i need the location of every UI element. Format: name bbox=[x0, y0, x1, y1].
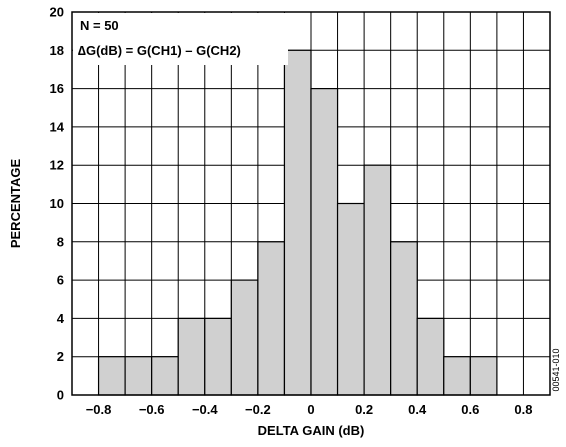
x-tick-label: 0.6 bbox=[461, 402, 479, 417]
x-tick-label: −0.4 bbox=[192, 402, 218, 417]
y-tick-label: 16 bbox=[50, 81, 64, 96]
y-tick-label: 0 bbox=[57, 388, 64, 403]
histogram-bar bbox=[257, 241, 286, 396]
y-tick-label: 12 bbox=[50, 158, 64, 173]
histogram-bar bbox=[177, 317, 206, 396]
figure-id-label: 00541-010 bbox=[551, 348, 561, 391]
histogram-bar bbox=[283, 49, 312, 396]
x-tick-label: −0.8 bbox=[86, 402, 112, 417]
x-tick-label: 0.8 bbox=[514, 402, 532, 417]
histogram-bar bbox=[336, 202, 365, 396]
histogram-bar bbox=[230, 279, 259, 396]
x-tick-label: 0 bbox=[307, 402, 314, 417]
plot-frame bbox=[71, 11, 551, 396]
y-tick-label: 2 bbox=[57, 349, 64, 364]
x-tick-labels: −0.8 −0.6 −0.4 −0.2 0 0.2 0.4 0.6 0.8 bbox=[86, 402, 533, 417]
histogram-bars bbox=[73, 13, 498, 396]
y-tick-label: 18 bbox=[50, 43, 64, 58]
y-tick-label: 4 bbox=[57, 311, 65, 326]
annotation-box bbox=[73, 13, 288, 65]
histogram-bar bbox=[390, 241, 418, 396]
annotation-formula: ∆G(dB) = G(CH1) – G(CH2) bbox=[78, 43, 241, 58]
x-tick-label: 0.2 bbox=[355, 402, 373, 417]
annotation-sample-size: N = 50 bbox=[80, 18, 119, 33]
x-axis-title: DELTA GAIN (dB) bbox=[258, 423, 365, 438]
y-tick-label: 14 bbox=[50, 119, 65, 134]
histogram-bar bbox=[310, 87, 339, 396]
y-axis-title: PERCENTAGE bbox=[8, 159, 23, 249]
histogram-bar bbox=[363, 164, 392, 396]
histogram-bar bbox=[97, 356, 126, 396]
histogram-bar bbox=[443, 356, 471, 396]
x-tick-label: −0.2 bbox=[245, 402, 271, 417]
y-tick-labels: 0 2 4 6 8 10 12 14 16 18 20 bbox=[50, 5, 65, 403]
histogram-bar bbox=[151, 356, 179, 396]
x-tick-label: −0.6 bbox=[139, 402, 165, 417]
histogram-bar bbox=[204, 317, 232, 396]
histogram-bar bbox=[124, 356, 153, 396]
y-tick-label: 6 bbox=[57, 273, 64, 288]
y-tick-label: 10 bbox=[50, 196, 64, 211]
histogram-bar bbox=[469, 356, 498, 396]
x-tick-label: 0.4 bbox=[408, 402, 427, 417]
y-tick-label: 8 bbox=[57, 234, 64, 249]
histogram-bar bbox=[416, 317, 445, 396]
y-tick-label: 20 bbox=[50, 5, 64, 20]
